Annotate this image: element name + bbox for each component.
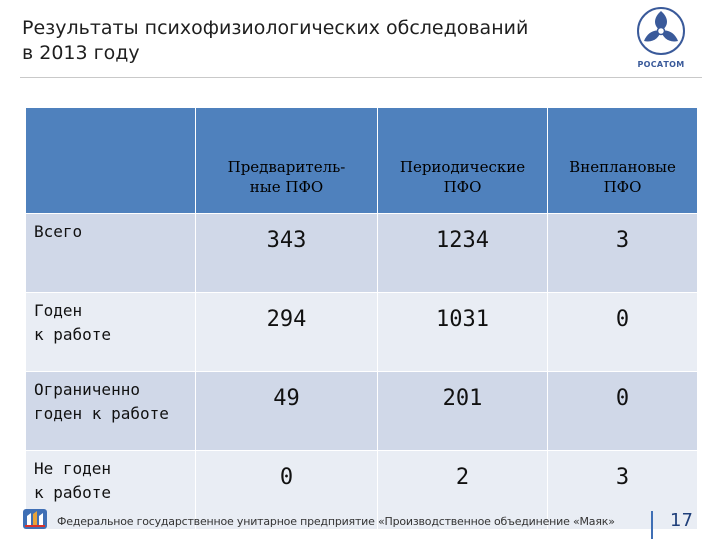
page-number: 17 xyxy=(670,510,693,531)
table-cell: 0 xyxy=(195,450,378,530)
footer-divider xyxy=(651,511,653,539)
rosatom-atom-icon xyxy=(637,7,685,55)
table-cell: 201 xyxy=(377,371,548,451)
row-label: Ограниченно годен к работе xyxy=(25,371,196,451)
table-row-unfit: Не годен к работе 0 2 3 xyxy=(25,450,698,530)
slide-title: Результаты психофизиологических обследов… xyxy=(22,16,582,66)
table-cell: 343 xyxy=(195,213,378,293)
footer-organization-text: Федеральное государственное унитарное пр… xyxy=(57,515,615,528)
table-cell: 1031 xyxy=(377,292,548,372)
results-table: Предваритель-ные ПФО Периодические ПФО Вн… xyxy=(25,107,698,530)
table-cell: 0 xyxy=(547,292,698,372)
table-row-fit: Годен к работе 294 1031 0 xyxy=(25,292,698,372)
table-cell: 0 xyxy=(547,371,698,451)
title-divider xyxy=(20,77,702,78)
rosatom-logo-text: РОСАТОМ xyxy=(637,60,685,69)
row-label: Всего xyxy=(25,213,196,293)
table-cell: 49 xyxy=(195,371,378,451)
column-header-periodic: Периодические ПФО xyxy=(377,107,548,214)
table-cell: 2 xyxy=(377,450,548,530)
table-cell: 3 xyxy=(547,450,698,530)
table-cell: 1234 xyxy=(377,213,548,293)
slide-title-line2: в 2013 году xyxy=(22,42,140,64)
slide-title-line1: Результаты психофизиологических обследов… xyxy=(22,17,529,39)
row-label: Годен к работе xyxy=(25,292,196,372)
table-row-limited-fit: Ограниченно годен к работе 49 201 0 xyxy=(25,371,698,451)
column-header-unscheduled: Внеплановые ПФО xyxy=(547,107,698,214)
table-corner-cell xyxy=(25,107,196,214)
footer: Федеральное государственное унитарное пр… xyxy=(0,500,720,540)
table-row-total: Всего 343 1234 3 xyxy=(25,213,698,293)
table-cell: 294 xyxy=(195,292,378,372)
rosatom-logo: РОСАТОМ xyxy=(626,6,696,72)
mayak-logo-icon xyxy=(23,509,47,529)
table-cell: 3 xyxy=(547,213,698,293)
table-header-row: Предваритель-ные ПФО Периодические ПФО Вн… xyxy=(25,107,698,214)
row-label: Не годен к работе xyxy=(25,450,196,530)
column-header-preliminary: Предваритель-ные ПФО xyxy=(195,107,378,214)
